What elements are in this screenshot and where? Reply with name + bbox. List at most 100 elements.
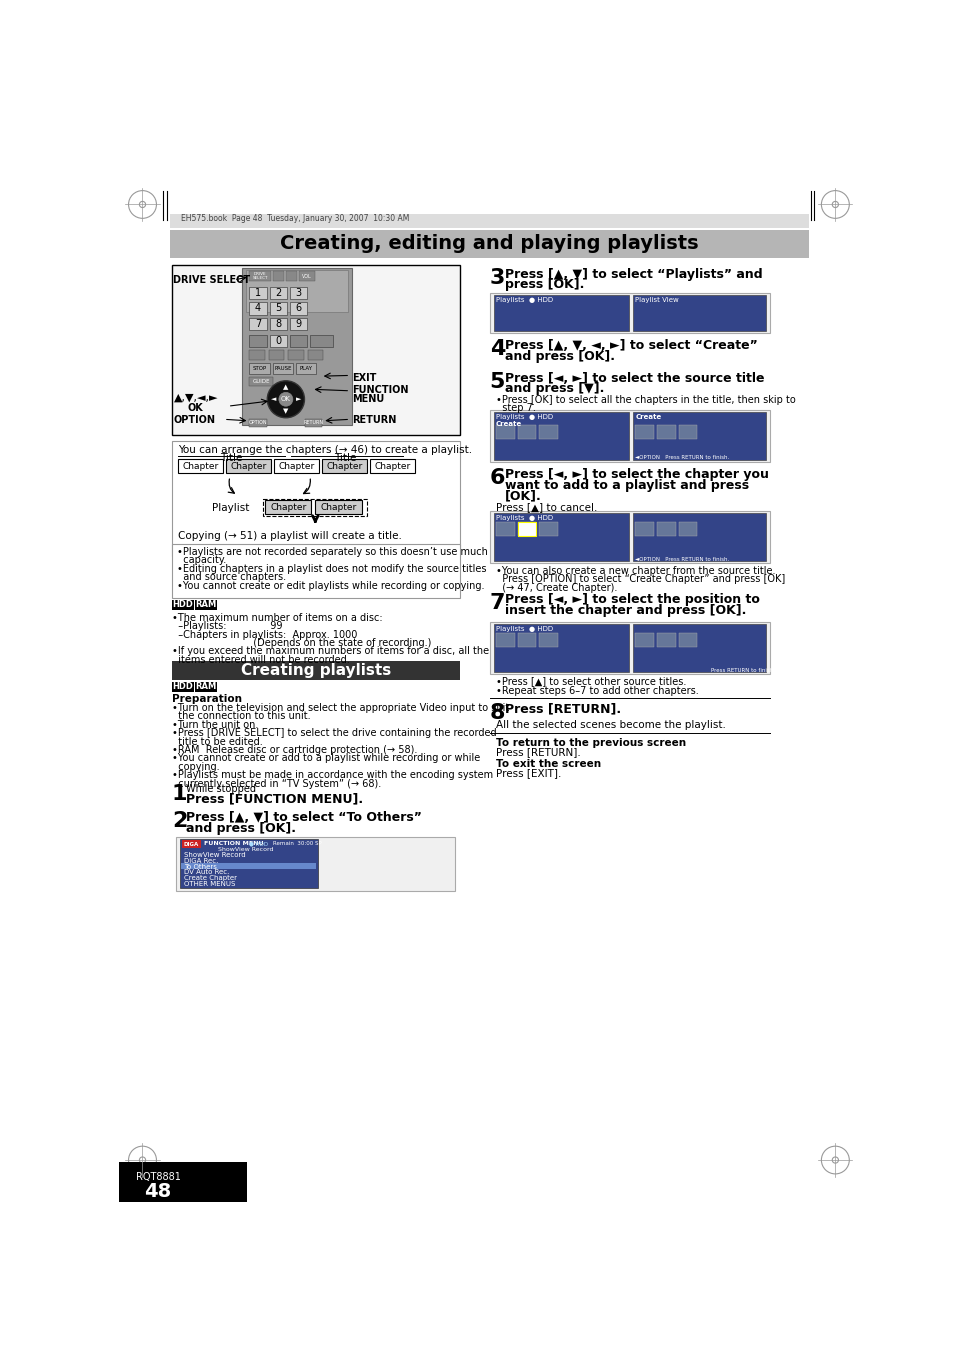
Text: currently selected in “TV System” (→ 68).: currently selected in “TV System” (→ 68)…	[172, 780, 381, 789]
Text: 2: 2	[274, 288, 281, 299]
Text: and press [OK].: and press [OK].	[186, 821, 295, 835]
Bar	[249, 419, 266, 427]
Text: and press [OK].: and press [OK].	[505, 350, 615, 363]
Text: HDD: HDD	[172, 600, 193, 609]
Text: Press [◄, ►] to select the source title: Press [◄, ►] to select the source title	[505, 372, 764, 385]
Text: •Repeat steps 6–7 to add other chapters.: •Repeat steps 6–7 to add other chapters.	[496, 686, 698, 696]
Bar	[538, 426, 558, 439]
Text: ShowView Record: ShowView Record	[183, 852, 245, 858]
Text: •If you exceed the maximum numbers of items for a disc, all the: •If you exceed the maximum numbers of it…	[172, 646, 489, 657]
Text: DV Auto Rec.: DV Auto Rec.	[183, 869, 229, 875]
Bar	[273, 363, 293, 374]
Bar	[290, 286, 307, 299]
Bar	[170, 230, 808, 258]
Text: Remain  30:00 SP: Remain 30:00 SP	[273, 842, 321, 846]
Text: FUNCTION MENU: FUNCTION MENU	[204, 842, 264, 846]
Bar	[517, 634, 536, 647]
Bar	[496, 523, 514, 536]
Text: 8: 8	[274, 319, 281, 328]
Bar	[538, 634, 558, 647]
Text: OPTION: OPTION	[249, 420, 267, 424]
Bar	[657, 634, 675, 647]
Bar	[172, 661, 459, 680]
Bar	[310, 335, 333, 347]
Text: ● HDD: ● HDD	[249, 842, 269, 846]
Bar	[265, 500, 311, 513]
Text: title to be edited.: title to be edited.	[172, 736, 262, 747]
Bar	[195, 682, 216, 692]
Bar	[307, 350, 323, 359]
Bar	[633, 624, 765, 671]
Text: To return to the previous screen: To return to the previous screen	[496, 738, 685, 748]
Text: OPTION: OPTION	[173, 415, 215, 424]
Text: All the selected scenes become the playlist.: All the selected scenes become the playl…	[496, 720, 725, 730]
Text: VOL: VOL	[301, 274, 312, 278]
Text: Create: Create	[635, 413, 661, 420]
Bar	[288, 350, 303, 359]
Bar	[270, 303, 286, 315]
Text: •Turn the unit on.: •Turn the unit on.	[172, 720, 258, 730]
Text: OK: OK	[187, 403, 203, 413]
Bar	[249, 377, 273, 386]
Text: DIGA: DIGA	[184, 842, 199, 847]
Bar	[270, 317, 286, 330]
Bar	[249, 286, 266, 299]
Text: •Turn on the television and select the appropriate Video input to suit: •Turn on the television and select the a…	[172, 703, 509, 713]
Text: PLAY: PLAY	[299, 366, 313, 372]
Text: •The maximum number of items on a disc:: •The maximum number of items on a disc:	[172, 612, 382, 623]
Text: DRIVE SELECT: DRIVE SELECT	[173, 276, 251, 285]
Bar	[274, 459, 319, 473]
Bar	[493, 296, 629, 331]
Bar	[172, 544, 459, 598]
Text: 8: 8	[489, 703, 505, 723]
Bar	[270, 335, 286, 347]
Text: Create Chapter: Create Chapter	[183, 875, 236, 881]
Bar	[286, 272, 297, 281]
Text: Press [▲, ▼] to select “Playlists” and: Press [▲, ▼] to select “Playlists” and	[505, 267, 762, 281]
Bar	[269, 350, 284, 359]
Text: ►: ►	[295, 396, 300, 403]
Bar	[496, 426, 514, 439]
Bar	[172, 682, 193, 692]
Text: ▲: ▲	[283, 384, 288, 390]
Text: GUIDE: GUIDE	[252, 380, 270, 384]
Text: (Depends on the state of recording.): (Depends on the state of recording.)	[172, 638, 431, 648]
Text: To Others: To Others	[183, 863, 216, 870]
Text: Chapter: Chapter	[278, 462, 314, 470]
Text: 7: 7	[254, 319, 261, 328]
Circle shape	[278, 392, 293, 407]
Bar	[182, 840, 201, 848]
Text: •You cannot create or add to a playlist while recording or while: •You cannot create or add to a playlist …	[172, 754, 479, 763]
Text: ShowView Record: ShowView Record	[217, 847, 274, 852]
Text: •RAM  Release disc or cartridge protection (→ 58).: •RAM Release disc or cartridge protectio…	[172, 744, 416, 755]
Bar	[249, 363, 270, 374]
Text: Chapter: Chapter	[182, 462, 218, 470]
Circle shape	[267, 381, 304, 417]
Text: insert the chapter and press [OK].: insert the chapter and press [OK].	[505, 604, 746, 617]
Text: PAUSE: PAUSE	[274, 366, 292, 372]
Text: Press [▲, ▼] to select “To Others”: Press [▲, ▼] to select “To Others”	[186, 811, 421, 824]
Text: HDD: HDD	[172, 682, 193, 690]
Bar	[633, 296, 765, 331]
Text: Playlist View: Playlist View	[635, 297, 679, 303]
Text: 7: 7	[489, 593, 505, 613]
Text: copying.: copying.	[172, 762, 219, 771]
Text: 5: 5	[274, 304, 281, 313]
Bar	[489, 511, 769, 563]
Bar	[172, 440, 459, 557]
Text: Press RETURN to finish.: Press RETURN to finish.	[710, 667, 774, 673]
Text: RQT8881: RQT8881	[135, 1173, 180, 1182]
Text: ◄OPTION   Press RETURN to finish.: ◄OPTION Press RETURN to finish.	[635, 455, 729, 461]
Text: STOP: STOP	[253, 366, 267, 372]
Text: FUNCTION: FUNCTION	[352, 385, 408, 396]
Bar	[315, 500, 361, 513]
Text: MENU: MENU	[352, 394, 384, 404]
Bar	[178, 459, 223, 473]
Bar	[679, 426, 697, 439]
Bar	[290, 335, 307, 347]
Bar	[517, 426, 536, 439]
Bar	[119, 1162, 247, 1202]
Text: Chapter: Chapter	[231, 462, 267, 470]
Bar	[496, 634, 514, 647]
Bar	[175, 836, 455, 890]
